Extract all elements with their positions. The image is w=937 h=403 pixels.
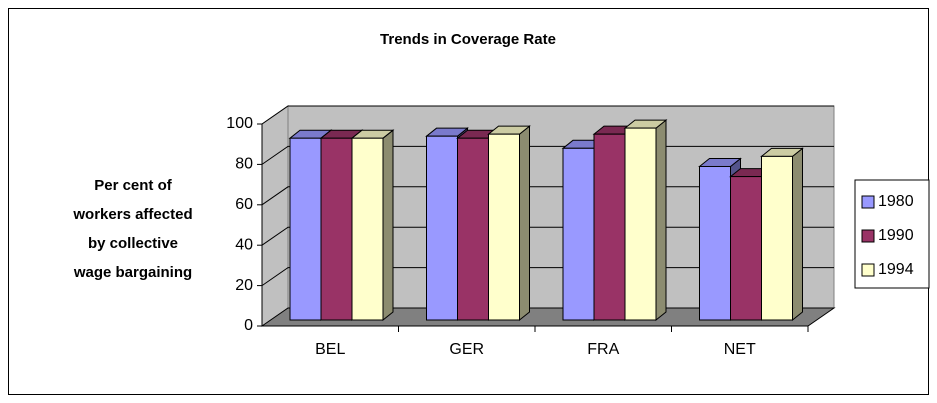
x-tick-label: NET <box>724 341 756 358</box>
y-axis-label: Per cent of <box>94 177 173 194</box>
y-tick-label: 40 <box>235 236 253 253</box>
bar-front <box>593 133 626 321</box>
bar-front <box>699 165 731 321</box>
bar <box>350 129 395 322</box>
y-tick-label: 100 <box>226 115 253 132</box>
side-wall <box>261 105 289 327</box>
y-tick-label: 60 <box>235 196 253 213</box>
legend-swatch <box>861 229 875 243</box>
bar-front <box>488 133 520 321</box>
bar-front <box>761 155 793 321</box>
grid-line <box>261 105 834 125</box>
y-axis-label: wage bargaining <box>73 264 192 281</box>
bar <box>487 125 531 322</box>
bar-side <box>792 147 803 322</box>
y-tick-label: 20 <box>235 277 253 294</box>
y-tick-label: 80 <box>235 156 253 173</box>
bar-side <box>382 129 394 322</box>
x-tick-label: FRA <box>587 341 619 358</box>
bar <box>760 147 804 322</box>
bar-side <box>519 125 530 322</box>
bar-front <box>562 147 595 321</box>
bar-front <box>351 137 384 321</box>
x-tick-label: BEL <box>315 341 345 358</box>
bar <box>623 119 668 322</box>
bar-front <box>730 176 762 321</box>
bar-side <box>655 119 667 322</box>
legend-label: 1994 <box>878 261 914 278</box>
x-tick-label: GER <box>449 341 484 358</box>
bar-front <box>624 127 657 321</box>
legend-label: 1980 <box>878 193 914 210</box>
legend-swatch <box>861 195 875 209</box>
legend-label: 1990 <box>878 227 914 244</box>
bar-front <box>289 137 322 321</box>
bar-front <box>320 137 353 321</box>
y-axis-label: by collective <box>88 235 178 252</box>
y-axis-label: workers affected <box>72 206 192 223</box>
y-tick-label: 0 <box>244 317 253 334</box>
bar-front <box>457 137 489 321</box>
legend-swatch <box>861 263 875 277</box>
chart-title: Trends in Coverage Rate <box>380 31 556 48</box>
bar-front <box>426 135 458 321</box>
